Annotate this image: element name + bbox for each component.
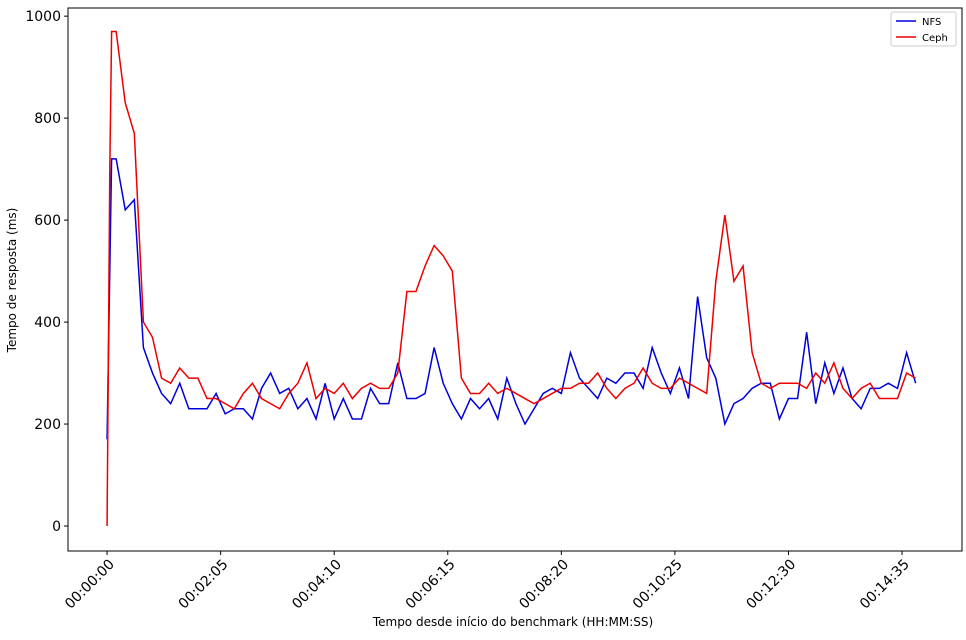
x-axis-label: Tempo desde início do benchmark (HH:MM:S… [372,615,653,629]
y-tick-label: 1000 [25,9,61,25]
series-line [106,158,917,440]
y-tick-label: 400 [34,315,61,331]
series-line [106,30,917,527]
y-tick-label: 0 [52,519,61,535]
x-tick-label: 00:14:35 [857,557,913,613]
x-tick-label: 00:06:15 [403,557,459,613]
y-tick-label: 800 [34,111,61,127]
y-tick-label: 600 [34,213,61,229]
x-tick-label: 00:04:10 [289,557,345,613]
x-tick-label: 00:02:05 [176,557,232,613]
x-tick-label: 00:12:30 [744,557,800,613]
x-tick-label: 00:10:25 [630,557,686,613]
plot-area [67,7,963,552]
x-tick-label: 00:08:20 [516,557,572,613]
y-tick-label: 200 [34,417,61,433]
legend-label: NFS [922,17,941,28]
legend: NFS Ceph [890,11,957,47]
y-axis-label: Tempo de resposta (ms) [5,208,19,354]
legend-label: Ceph [922,33,948,44]
x-tick-label: 00:00:00 [62,557,118,613]
